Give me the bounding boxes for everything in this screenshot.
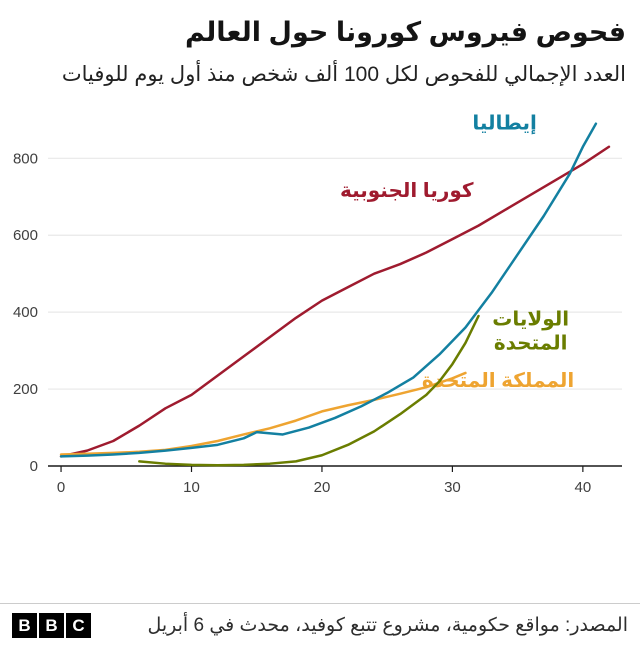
chart-title: فحوص فيروس كورونا حول العالم [184, 17, 626, 47]
chart-svg: 0 200 400 600 800 0 10 20 30 40 كوريا الجنوبية المم… [13, 113, 622, 496]
y-tick-label: 600 [13, 227, 38, 244]
x-tick-label: 10 [183, 479, 200, 496]
series-line [59, 122, 598, 458]
series-label: إيطاليا [472, 113, 537, 135]
series-label: المملكة المتحدة [422, 370, 574, 392]
x-tick-label: 30 [444, 479, 461, 496]
source-text: المصدر: مواقع حكومية، مشروع تتبع كوفيد، … [147, 615, 628, 636]
y-tick-label: 400 [13, 304, 38, 321]
series-line [138, 314, 480, 467]
y-tick-label: 200 [13, 381, 38, 398]
bbc-logo-block: C [66, 613, 91, 638]
x-tick-label: 40 [575, 479, 592, 496]
footer: B B C المصدر: مواقع حكومية، مشروع تتبع ك… [0, 603, 640, 648]
series-label: كوريا الجنوبية [340, 180, 474, 202]
y-tick-label: 800 [13, 150, 38, 167]
bbc-logo-block: B [39, 613, 64, 638]
bbc-logo-block: B [12, 613, 37, 638]
y-tick-label: 0 [30, 458, 38, 475]
chart-subtitle: العدد الإجمالي للفحوص لكل 100 ألف شخص من… [61, 62, 626, 86]
bbc-logo: B B C [12, 613, 91, 638]
x-tick-label: 0 [57, 479, 65, 496]
series-label: الولايات المتحدة [492, 309, 569, 355]
x-tick-label: 20 [314, 479, 331, 496]
chart-area: 0 200 400 600 800 0 10 20 30 40 كوريا الجنوبية المم… [0, 98, 640, 523]
chart-header: فحوص فيروس كورونا حول العالم العدد الإجم… [0, 0, 640, 94]
series-line [59, 371, 467, 456]
series-line [59, 145, 611, 458]
